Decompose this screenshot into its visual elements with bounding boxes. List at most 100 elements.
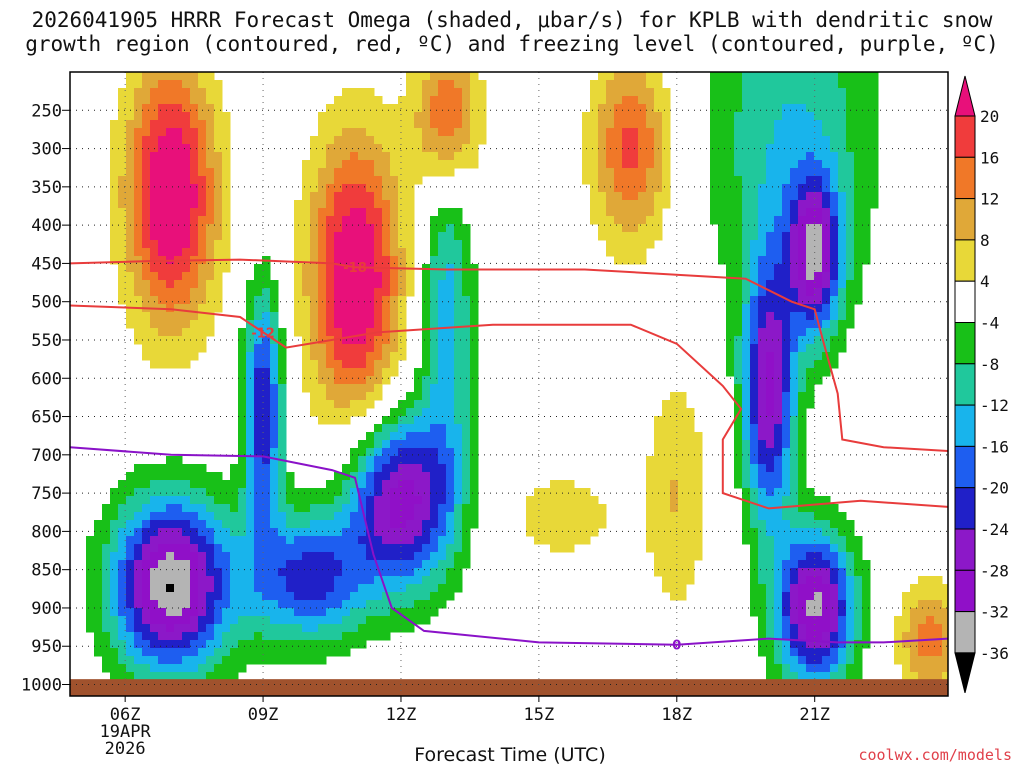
omega-cell bbox=[454, 432, 463, 441]
omega-cell bbox=[830, 536, 839, 545]
omega-cell bbox=[862, 568, 871, 577]
omega-cell bbox=[158, 672, 167, 681]
omega-cell bbox=[134, 528, 143, 537]
omega-cell bbox=[390, 456, 399, 465]
omega-cell bbox=[374, 448, 383, 457]
omega-cell bbox=[470, 416, 479, 425]
y-tick-label: 250 bbox=[31, 101, 62, 121]
omega-cell bbox=[366, 568, 375, 577]
omega-cell bbox=[246, 480, 255, 489]
omega-cell bbox=[206, 152, 215, 161]
omega-cell bbox=[134, 72, 143, 81]
omega-cell bbox=[262, 544, 271, 553]
omega-cell bbox=[310, 304, 319, 313]
omega-cell bbox=[270, 496, 279, 505]
omega-cell bbox=[758, 320, 767, 329]
omega-cell bbox=[430, 72, 439, 81]
omega-cell bbox=[398, 456, 407, 465]
omega-cell bbox=[302, 320, 311, 329]
omega-cell bbox=[350, 592, 359, 601]
omega-cell bbox=[158, 264, 167, 273]
omega-cell bbox=[142, 648, 151, 657]
omega-cell bbox=[470, 456, 479, 465]
omega-cell bbox=[158, 144, 167, 153]
omega-cell bbox=[310, 248, 319, 257]
omega-cell bbox=[350, 552, 359, 561]
omega-cell bbox=[406, 416, 415, 425]
omega-cell bbox=[814, 648, 823, 657]
omega-cell bbox=[414, 512, 423, 521]
omega-cell bbox=[750, 160, 759, 169]
omega-cell bbox=[830, 656, 839, 665]
omega-cell bbox=[174, 552, 183, 561]
omega-cell bbox=[382, 208, 391, 217]
omega-cell bbox=[606, 232, 615, 241]
omega-cell bbox=[174, 112, 183, 121]
omega-cell bbox=[598, 208, 607, 217]
omega-cell bbox=[334, 224, 343, 233]
omega-cell bbox=[158, 280, 167, 289]
omega-cell bbox=[862, 640, 871, 649]
omega-cell bbox=[414, 600, 423, 609]
omega-cell bbox=[790, 520, 799, 529]
omega-cell bbox=[846, 672, 855, 681]
omega-cell bbox=[270, 360, 279, 369]
omega-cell bbox=[814, 136, 823, 145]
omega-cell bbox=[182, 664, 191, 673]
omega-cell bbox=[374, 368, 383, 377]
omega-cell bbox=[166, 664, 175, 673]
omega-cell bbox=[430, 96, 439, 105]
omega-cell bbox=[414, 384, 423, 393]
omega-cell bbox=[398, 272, 407, 281]
omega-cell bbox=[206, 584, 215, 593]
omega-cell bbox=[462, 312, 471, 321]
omega-cell bbox=[814, 664, 823, 673]
omega-cell bbox=[694, 456, 703, 465]
omega-cell bbox=[758, 336, 767, 345]
omega-cell bbox=[174, 584, 183, 593]
omega-cell bbox=[782, 296, 791, 305]
omega-cell bbox=[662, 112, 671, 121]
omega-cell bbox=[934, 672, 943, 681]
omega-cell bbox=[422, 616, 431, 625]
omega-cell bbox=[774, 584, 783, 593]
omega-cell bbox=[158, 664, 167, 673]
omega-cell bbox=[278, 648, 287, 657]
omega-cell bbox=[862, 160, 871, 169]
omega-cell bbox=[822, 560, 831, 569]
omega-cell bbox=[366, 128, 375, 137]
omega-cell bbox=[734, 344, 743, 353]
omega-cell bbox=[302, 520, 311, 529]
omega-cell bbox=[830, 120, 839, 129]
omega-cell bbox=[206, 72, 215, 81]
omega-cell bbox=[558, 520, 567, 529]
omega-cell bbox=[742, 216, 751, 225]
omega-cell bbox=[774, 80, 783, 89]
omega-cell bbox=[742, 480, 751, 489]
omega-cell bbox=[110, 176, 119, 185]
omega-cell bbox=[830, 240, 839, 249]
omega-cell bbox=[278, 464, 287, 473]
omega-cell bbox=[806, 144, 815, 153]
omega-cell bbox=[790, 608, 799, 617]
omega-cell bbox=[438, 568, 447, 577]
omega-cell bbox=[446, 152, 455, 161]
omega-cell bbox=[398, 400, 407, 409]
omega-cell bbox=[790, 600, 799, 609]
omega-cell bbox=[662, 440, 671, 449]
omega-cell bbox=[358, 184, 367, 193]
omega-cell bbox=[262, 416, 271, 425]
omega-cell bbox=[326, 104, 335, 113]
omega-cell bbox=[342, 520, 351, 529]
omega-cell bbox=[254, 440, 263, 449]
omega-cell bbox=[94, 632, 103, 641]
omega-cell bbox=[238, 528, 247, 537]
omega-cell bbox=[438, 288, 447, 297]
omega-cell bbox=[438, 104, 447, 113]
omega-cell bbox=[806, 552, 815, 561]
omega-cell bbox=[902, 600, 911, 609]
omega-cell bbox=[302, 200, 311, 209]
omega-cell bbox=[454, 520, 463, 529]
omega-cell bbox=[222, 120, 231, 129]
omega-cell bbox=[790, 256, 799, 265]
